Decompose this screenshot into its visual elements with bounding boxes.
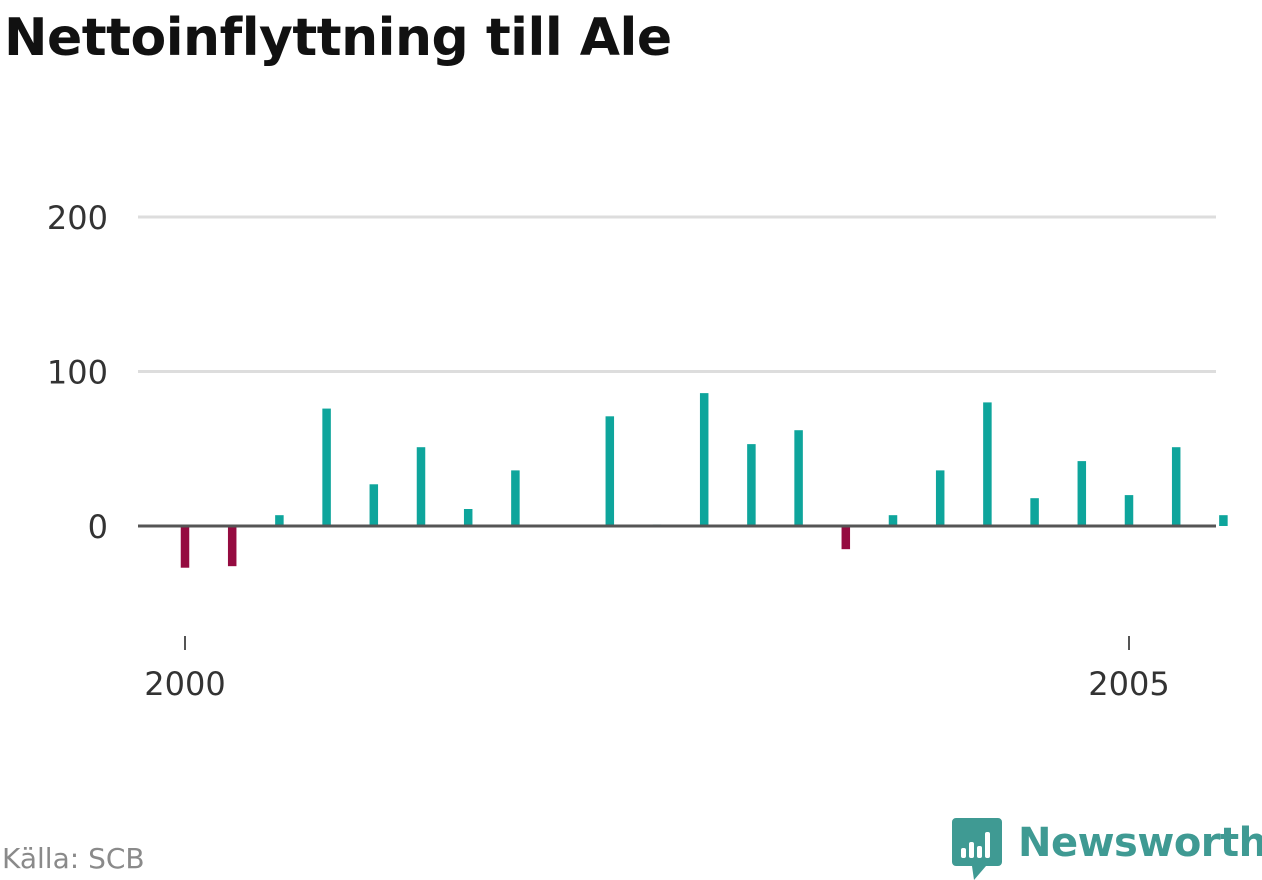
bar-q18 [983,402,992,526]
bar-q13 [747,444,756,526]
bar-q20 [1077,461,1087,526]
newsworthy-logo-icon [952,818,1002,880]
bar-q19 [1030,498,1039,526]
y-tick-label: 0 [88,508,108,546]
bar-q15 [841,526,851,550]
bar-q2 [227,526,237,567]
newsworthy-logo[interactable]: Newsworthy [952,818,1262,880]
bar-q8 [511,470,520,526]
bar-q4 [322,408,331,526]
bar-q12 [699,393,709,526]
grid-lines [138,215,1216,373]
bar-q5 [369,484,379,526]
x-tick-label: 2005 [1088,665,1169,703]
newsworthy-logo-text: Newsworthy [1018,820,1262,866]
bar-q23 [1219,515,1228,526]
bars [180,393,1228,568]
x-tick-label: 2000 [144,665,225,703]
y-tick-label: 200 [47,199,108,237]
bar-q21 [1124,495,1134,526]
bar-q6 [416,447,426,526]
source-note: Källa: SCB [2,842,145,875]
bar-q14 [794,430,803,526]
bar-q22 [1171,447,1181,526]
bar-q17 [935,470,945,526]
x-axis: 200020052010201520202025 [144,636,1170,703]
bar-q16 [888,515,898,526]
bar-q7 [463,509,473,526]
bar-q1 [180,526,190,568]
bar-q10 [605,416,615,526]
chart-title: Nettoinflyttning till Ale [4,8,672,68]
bar-q3 [275,515,284,526]
y-axis-tick-labels: 0 100 200 [47,199,108,546]
y-tick-label: 100 [47,354,108,392]
